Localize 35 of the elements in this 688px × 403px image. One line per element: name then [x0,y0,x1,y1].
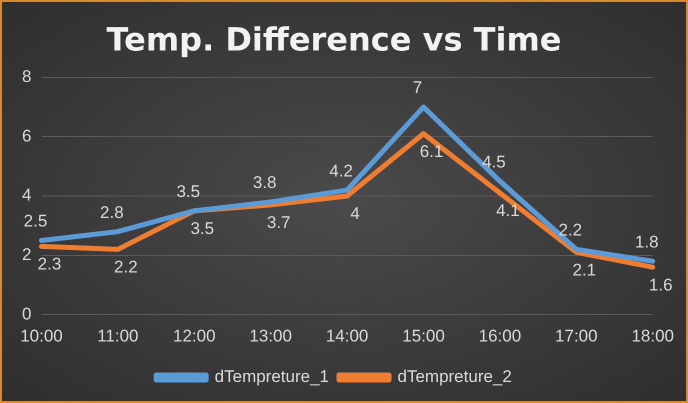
x-tick-label: 11:00 [97,326,139,346]
data-label: 4 [350,204,360,224]
x-tick-label: 13:00 [249,326,292,346]
x-tick-label: 15:00 [402,326,445,346]
data-label: 2.5 [24,212,48,231]
data-label: 2.2 [114,258,138,277]
y-tick-label: 6 [22,126,32,146]
data-label: 2.8 [100,202,124,222]
x-tick-label: 14:00 [326,326,368,346]
data-label: 2.2 [558,220,582,240]
data-label: 1.8 [634,232,659,252]
data-label: 1.6 [648,275,673,294]
data-label: 7 [412,78,422,98]
data-label: 4.5 [482,152,506,172]
x-tick-label: 12:00 [173,326,216,346]
y-tick-label: 2 [22,244,32,264]
x-tick-label: 16:00 [478,326,522,346]
data-label: 3.7 [266,213,291,232]
y-tick-label: 0 [22,304,32,324]
legend-label: dTempreture_1 [214,367,329,386]
x-tick-label: 18:00 [631,326,674,346]
data-label: 2.1 [572,260,596,280]
chart-title: Temp. Difference vs Time [106,20,562,59]
x-tick-label: 10:00 [20,326,63,346]
x-tick-label: 17:00 [555,326,598,346]
data-label: 6.1 [420,142,444,161]
data-label: 4.1 [496,201,520,220]
data-label: 3.5 [190,219,214,238]
data-label: 4.2 [329,161,353,180]
data-label: 3.8 [252,173,277,192]
y-tick-label: 4 [22,186,32,205]
y-tick-label: 8 [22,67,32,86]
data-label: 3.5 [176,182,200,202]
legend-label: dTempreture_2 [398,367,512,386]
data-label: 2.3 [38,254,62,274]
